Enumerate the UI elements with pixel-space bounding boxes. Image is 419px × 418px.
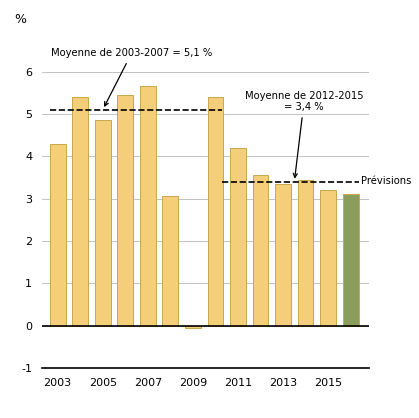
Bar: [117, 95, 133, 326]
Bar: [253, 175, 269, 326]
Bar: [95, 120, 111, 326]
Bar: [230, 148, 246, 326]
Bar: [343, 194, 359, 326]
Text: Moyenne de 2012-2015
= 3,4 %: Moyenne de 2012-2015 = 3,4 %: [245, 91, 363, 178]
Bar: [185, 326, 201, 329]
Text: Prévisions: Prévisions: [361, 176, 411, 186]
Bar: [320, 190, 336, 326]
Bar: [207, 97, 223, 326]
Bar: [275, 184, 291, 326]
Bar: [50, 143, 65, 326]
Text: Moyenne de 2003-2007 = 5,1 %: Moyenne de 2003-2007 = 5,1 %: [51, 48, 212, 106]
Text: %: %: [14, 13, 26, 26]
Bar: [298, 179, 313, 326]
Bar: [163, 196, 178, 326]
Bar: [72, 97, 88, 326]
Bar: [140, 87, 156, 326]
